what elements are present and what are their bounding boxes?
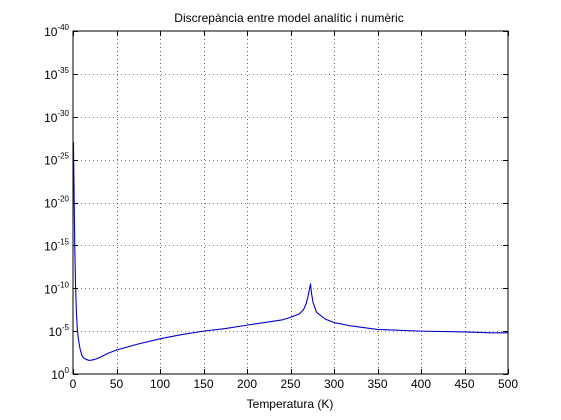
y-tick-label: 10-5	[49, 323, 70, 339]
series-line	[72, 142, 508, 361]
x-tick-label: 200	[237, 377, 257, 391]
series-group	[72, 142, 508, 361]
y-tick-label: 10-30	[44, 109, 69, 125]
grid	[73, 31, 508, 374]
y-tick-label: 10-25	[44, 152, 69, 168]
y-tick-label: 10-15	[44, 237, 69, 253]
x-tick-label: 300	[324, 377, 344, 391]
x-tick-label: 500	[498, 377, 518, 391]
x-tick-label: 50	[110, 377, 124, 391]
y-tick-label: 10-40	[44, 23, 69, 39]
plot-frame	[72, 30, 509, 375]
chart-title: Discrepància entre model analític i numè…	[174, 11, 403, 25]
x-tick-label: 450	[454, 377, 474, 391]
x-tick-label: 150	[193, 377, 213, 391]
x-tick-label: 100	[150, 377, 170, 391]
y-tick-label: 100	[51, 366, 69, 382]
ticks	[73, 31, 509, 375]
y-tick-label: 10-20	[44, 195, 69, 211]
y-tick-labels: 100 10-5 10-10 10-15 10-20 10-25 10-30 10-35 10-…	[44, 23, 69, 382]
y-tick-label: 10-35	[44, 66, 69, 82]
x-tick-label: 350	[367, 377, 387, 391]
x-axis-label: Temperatura (K)	[247, 397, 334, 411]
y-tick-label: 10-10	[44, 280, 69, 296]
x-tick-labels: 0 50 100 150 200 250 300 350 400 450 500	[70, 377, 519, 391]
x-tick-label: 250	[280, 377, 300, 391]
x-tick-label: 0	[70, 377, 77, 391]
x-tick-label: 400	[411, 377, 431, 391]
plot-area	[73, 31, 508, 374]
